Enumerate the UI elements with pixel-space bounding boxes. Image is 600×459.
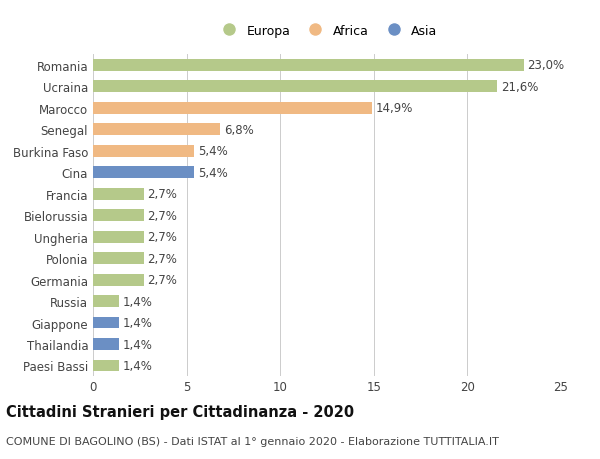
- Legend: Europa, Africa, Asia: Europa, Africa, Asia: [212, 19, 443, 42]
- Bar: [93, 146, 194, 157]
- Bar: [93, 296, 119, 308]
- Bar: [93, 231, 143, 243]
- Text: 1,4%: 1,4%: [123, 316, 153, 329]
- Bar: [93, 252, 143, 264]
- Text: Cittadini Stranieri per Cittadinanza - 2020: Cittadini Stranieri per Cittadinanza - 2…: [6, 404, 354, 419]
- Text: 1,4%: 1,4%: [123, 359, 153, 372]
- Bar: [93, 360, 119, 372]
- Bar: [93, 103, 372, 115]
- Bar: [93, 167, 194, 179]
- Text: 5,4%: 5,4%: [198, 167, 227, 179]
- Bar: [93, 124, 220, 136]
- Text: 2,7%: 2,7%: [147, 188, 177, 201]
- Bar: [93, 274, 143, 286]
- Bar: [93, 60, 524, 72]
- Bar: [93, 81, 497, 93]
- Text: 21,6%: 21,6%: [501, 81, 538, 94]
- Text: 2,7%: 2,7%: [147, 252, 177, 265]
- Bar: [93, 189, 143, 200]
- Text: 2,7%: 2,7%: [147, 274, 177, 286]
- Text: 1,4%: 1,4%: [123, 295, 153, 308]
- Text: 1,4%: 1,4%: [123, 338, 153, 351]
- Text: 5,4%: 5,4%: [198, 145, 227, 158]
- Text: 23,0%: 23,0%: [527, 59, 565, 72]
- Text: 6,8%: 6,8%: [224, 123, 254, 136]
- Bar: [93, 210, 143, 222]
- Text: 14,9%: 14,9%: [376, 102, 413, 115]
- Text: 2,7%: 2,7%: [147, 209, 177, 222]
- Bar: [93, 317, 119, 329]
- Text: COMUNE DI BAGOLINO (BS) - Dati ISTAT al 1° gennaio 2020 - Elaborazione TUTTITALI: COMUNE DI BAGOLINO (BS) - Dati ISTAT al …: [6, 436, 499, 446]
- Bar: [93, 338, 119, 350]
- Text: 2,7%: 2,7%: [147, 231, 177, 244]
